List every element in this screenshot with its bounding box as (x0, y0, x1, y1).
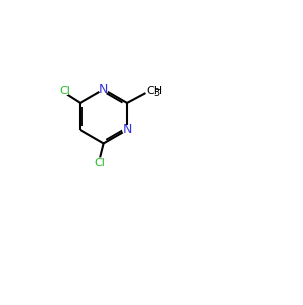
Circle shape (95, 158, 105, 167)
Text: Cl: Cl (59, 85, 70, 95)
Text: Cl: Cl (95, 158, 105, 168)
Text: 3: 3 (154, 88, 160, 98)
Text: N: N (99, 83, 108, 96)
Bar (146, 87, 161, 95)
Text: CH: CH (147, 86, 163, 96)
Circle shape (99, 85, 108, 94)
Text: N: N (122, 124, 132, 136)
Circle shape (60, 86, 69, 95)
Circle shape (123, 126, 131, 134)
